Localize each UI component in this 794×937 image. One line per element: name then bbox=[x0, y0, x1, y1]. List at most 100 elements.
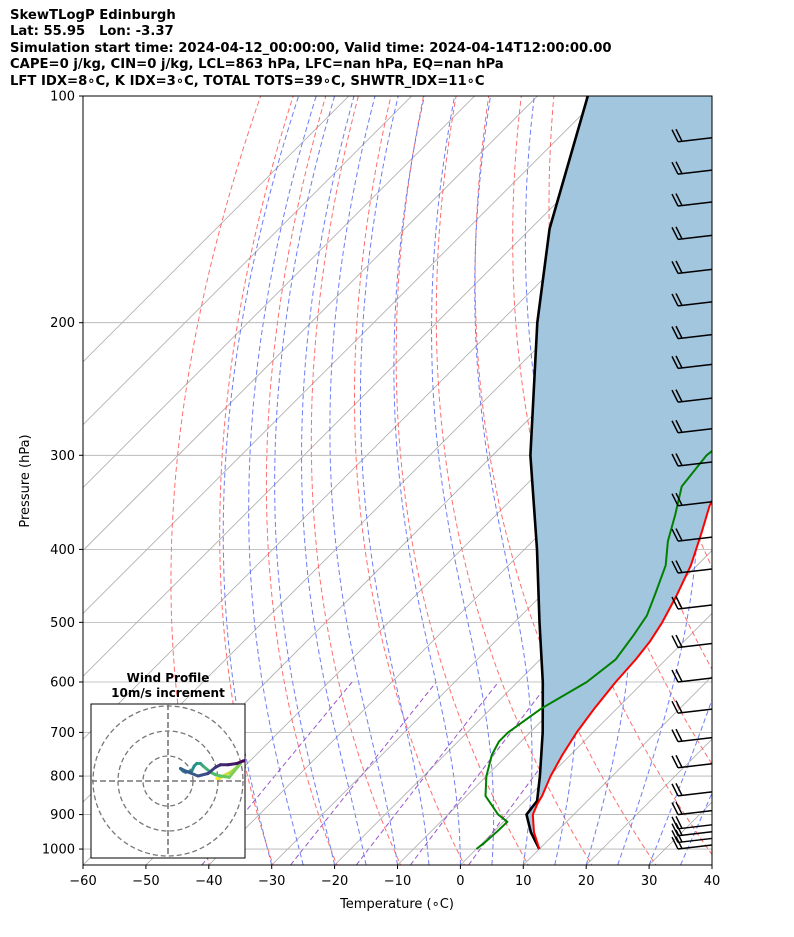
wind-barb bbox=[671, 560, 713, 574]
moist-adiabat-line bbox=[711, 863, 712, 865]
barb-staff bbox=[677, 604, 713, 610]
barb-staff bbox=[677, 301, 713, 307]
hodograph-subtitle: 10m/s increment bbox=[111, 686, 225, 700]
barb-flag bbox=[671, 389, 679, 403]
y-tick-label: 600 bbox=[50, 675, 75, 690]
dry-adiabat-line bbox=[354, 96, 466, 865]
barb-flag bbox=[671, 830, 679, 843]
barb-staff bbox=[677, 824, 713, 830]
dry-adiabat-line bbox=[395, 96, 529, 865]
isotherm-line bbox=[711, 864, 712, 865]
wind-barb bbox=[671, 355, 713, 370]
isotherm-line bbox=[334, 487, 712, 865]
y-tick-label: 300 bbox=[50, 449, 75, 464]
chart-title: SkewTLogP Edinburgh bbox=[10, 8, 176, 23]
wind-barb bbox=[671, 596, 713, 610]
barb-flag bbox=[671, 528, 679, 542]
x-tick-label: −40 bbox=[195, 874, 222, 889]
x-tick-label: −60 bbox=[69, 874, 96, 889]
hodograph-title: Wind Profile bbox=[127, 671, 210, 685]
wind-barbs bbox=[671, 128, 713, 850]
wind-barb bbox=[671, 669, 713, 683]
dry-adiabat-line bbox=[717, 91, 794, 868]
barb-staff bbox=[677, 708, 713, 714]
barb-staff bbox=[677, 763, 713, 769]
dry-adiabat-line bbox=[310, 96, 402, 865]
barb-flag bbox=[671, 596, 679, 610]
barb-flag bbox=[671, 700, 679, 714]
x-tick-label: 10 bbox=[515, 874, 532, 889]
dry-adiabat-line bbox=[781, 91, 794, 868]
mixing-ratio-line bbox=[201, 681, 353, 865]
x-tick-label: −20 bbox=[321, 874, 348, 889]
barb-staff bbox=[677, 268, 713, 275]
dry-adiabat-line bbox=[749, 91, 794, 868]
moist-adiabat-line bbox=[393, 96, 461, 865]
indices-line-2: LFT IDX=8∘C, K IDX=3∘C, TOTAL TOTS=39∘C,… bbox=[10, 73, 485, 89]
wind-barb bbox=[671, 492, 713, 507]
hodograph-trace-segment bbox=[196, 772, 210, 778]
moist-adiabat-line bbox=[329, 96, 398, 865]
barb-flag bbox=[675, 453, 683, 466]
barb-flag bbox=[675, 596, 683, 609]
indices-line-1: CAPE=0 j/kg, CIN=0 j/kg, LCL=863 hPa, LF… bbox=[10, 57, 504, 73]
barb-staff bbox=[677, 536, 713, 542]
x-axis-ticks: −60 −50 −40 −30 −20 −10 0 10 20 30 40 bbox=[69, 865, 720, 889]
barb-staff bbox=[677, 201, 713, 207]
barb-flag bbox=[671, 802, 679, 815]
barb-flag bbox=[675, 293, 683, 306]
isotherm-line bbox=[397, 549, 712, 865]
x-axis-label: Temperature (∘C) bbox=[339, 897, 454, 912]
hodograph-trace-segment bbox=[227, 762, 242, 779]
moist-adiabat-line bbox=[222, 96, 300, 865]
isotherm-line bbox=[145, 298, 712, 865]
moist-adiabat-line bbox=[430, 96, 495, 865]
mixing-ratio-line bbox=[409, 681, 550, 865]
barb-flag bbox=[675, 754, 683, 768]
isotherm-line bbox=[83, 96, 601, 614]
wind-barb bbox=[671, 128, 713, 143]
y-tick-label: 500 bbox=[50, 616, 75, 631]
barb-flag bbox=[671, 193, 679, 207]
barb-flag bbox=[671, 226, 679, 240]
barb-flag bbox=[675, 492, 683, 506]
temperature-line bbox=[531, 498, 712, 850]
barb-flag bbox=[675, 193, 683, 206]
barb-flag bbox=[675, 389, 683, 402]
wind-barb bbox=[671, 161, 713, 175]
y-tick-label: 900 bbox=[50, 808, 75, 823]
wind-barb bbox=[671, 700, 713, 714]
barb-staff bbox=[677, 333, 713, 340]
hodograph-trace-segment bbox=[241, 758, 245, 763]
cape-cin-fill bbox=[526, 96, 712, 849]
barb-flag bbox=[671, 326, 679, 339]
barb-flag bbox=[675, 801, 683, 815]
cin-fill-area bbox=[526, 96, 712, 849]
isotherm-line bbox=[83, 96, 412, 426]
wind-barb bbox=[671, 193, 713, 207]
barb-flag bbox=[675, 560, 683, 573]
barb-staff bbox=[677, 169, 713, 175]
isotherm-line bbox=[83, 96, 350, 363]
wind-barb bbox=[671, 754, 713, 769]
y-tick-label: 1000 bbox=[42, 843, 75, 858]
barb-flag bbox=[675, 128, 683, 142]
barb-flag bbox=[671, 453, 679, 467]
chart-title-block: SkewTLogP Edinburgh Lat: 55.95 Lon: -3.3… bbox=[10, 8, 612, 90]
barb-flag bbox=[671, 823, 679, 837]
moist-adiabat-line bbox=[359, 96, 430, 865]
series-lines bbox=[475, 96, 712, 850]
dry-adiabat-line bbox=[219, 96, 294, 865]
barb-flag bbox=[675, 528, 683, 541]
isotherm-line bbox=[523, 675, 712, 865]
y-tick-label: 100 bbox=[50, 90, 75, 105]
x-tick-label: 30 bbox=[641, 874, 658, 889]
wind-barb bbox=[671, 419, 713, 434]
barb-flag bbox=[671, 816, 679, 830]
y-axis-label: Pressure (hPa) bbox=[18, 434, 33, 527]
barb-staff bbox=[677, 809, 713, 816]
barb-flag bbox=[671, 729, 679, 742]
barb-staff bbox=[677, 461, 713, 467]
barb-flag bbox=[675, 355, 683, 369]
